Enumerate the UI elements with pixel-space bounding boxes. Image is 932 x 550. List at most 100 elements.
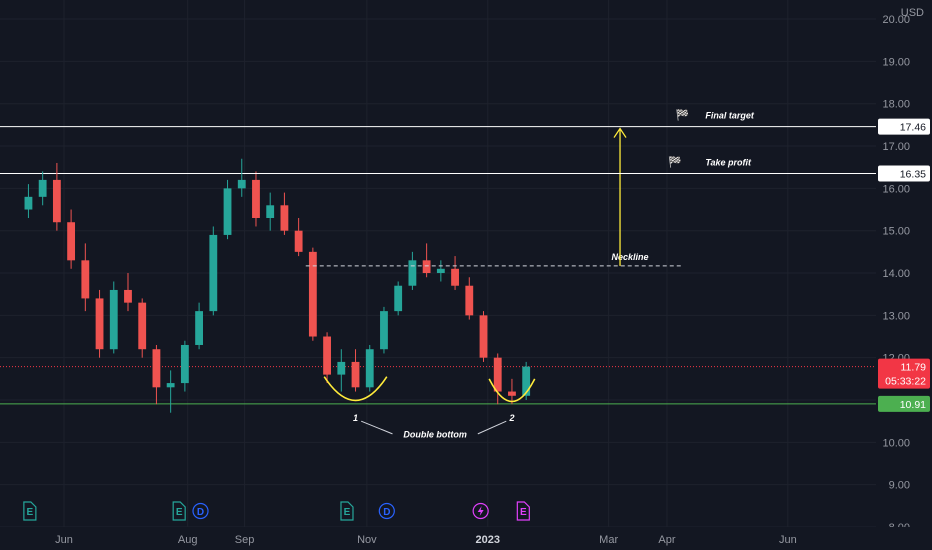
price-tick-label: 15.00 (882, 226, 910, 238)
candle-body (38, 179, 47, 197)
candle-body (479, 315, 488, 358)
time-axis-bg (0, 527, 932, 550)
horizontal-levels[interactable] (0, 126, 876, 405)
connector-line (361, 420, 393, 435)
candle-body (465, 285, 474, 316)
candle-body (280, 205, 289, 231)
price-tick-label: 19.00 (882, 56, 910, 68)
earnings-event-icon[interactable] (23, 501, 37, 521)
time-tick-label: Apr (658, 534, 675, 546)
candle-body (308, 251, 317, 337)
candle-body (266, 205, 275, 218)
earnings-event-icon[interactable] (516, 501, 530, 521)
double-bottom-label: Double bottom (403, 430, 467, 440)
finish-flag-icon: 🏁 (668, 156, 682, 169)
take-profit-label: Take profit (705, 158, 752, 168)
candle-body (351, 361, 360, 388)
price-tick-label: 9.00 (889, 480, 910, 492)
time-axis[interactable]: Jun Aug Sep Nov 2023 Mar Apr Jun (0, 527, 932, 550)
final-target-label: Final target (705, 111, 755, 121)
price-tick-label: 16.00 (882, 183, 910, 195)
candle-body (109, 289, 118, 350)
currency-label: USD (901, 7, 924, 19)
candle-body (67, 222, 76, 261)
dividend-event-letter: D (383, 507, 390, 518)
candle-body (124, 289, 132, 303)
time-tick-label: Sep (235, 534, 255, 546)
last-price-value: 11.79 (901, 362, 927, 374)
flash-icon (477, 506, 484, 516)
price-tick-label: 18.00 (882, 99, 910, 111)
take-profit-price-tag[interactable] (878, 165, 930, 182)
candle-body (223, 188, 232, 235)
time-tick-label: 2023 (476, 534, 500, 546)
arrow-head (613, 127, 627, 138)
time-tick-label: Jun (55, 534, 73, 546)
candle-body (24, 196, 33, 210)
candle-body (52, 179, 61, 223)
drawings[interactable]: Neckline 🏁 Final target 🏁 Take profit 1 2 Doubl… (244, 109, 876, 440)
candle-body (166, 383, 175, 388)
candle-body (152, 349, 161, 388)
time-tick-label: Aug (178, 534, 198, 546)
candle-body (380, 311, 388, 350)
price-tick-label: 10.00 (882, 437, 910, 449)
candle-body (365, 349, 374, 388)
candle-body (209, 234, 218, 312)
candles (24, 158, 531, 413)
candle-body (451, 268, 459, 286)
bottom-arc-1[interactable] (323, 376, 388, 402)
candle-body (508, 391, 516, 396)
countdown-value: 05:33:22 (885, 376, 926, 388)
candle-body (323, 336, 331, 375)
earnings-event-icon[interactable] (172, 501, 186, 521)
price-axis-bg (876, 0, 932, 550)
price-tick-label: 17.00 (882, 141, 910, 153)
connector-line (477, 420, 507, 435)
candle-body (95, 298, 104, 350)
neckline-label: Neckline (611, 252, 648, 262)
bottom-1-label: 1 (353, 413, 358, 423)
price-tick-label: 20.00 (882, 14, 910, 26)
candle-body (252, 179, 260, 218)
candle-body (81, 260, 90, 299)
candle-body (422, 260, 431, 274)
last-price-tag[interactable] (878, 358, 930, 389)
candle-body (337, 361, 346, 375)
grid (0, 0, 876, 528)
candle-body (408, 260, 417, 286)
candle-body (180, 344, 189, 384)
dividend-event-icon[interactable] (192, 502, 209, 520)
take-profit-price-tag-text: 16.35 (900, 169, 926, 181)
time-tick-label: Jun (779, 534, 797, 546)
candle-body (138, 302, 147, 350)
candle-body (237, 179, 246, 189)
dividend-event-icon[interactable] (378, 502, 395, 520)
candle-body (436, 268, 445, 274)
candle-body (493, 357, 502, 392)
earnings-event-letter: E (344, 507, 351, 518)
final-target-price-tag-text: 17.46 (900, 122, 926, 134)
dividend-event-letter: D (197, 507, 204, 518)
support-price-tag[interactable] (878, 395, 930, 412)
final-target-price-tag[interactable] (878, 118, 930, 135)
earnings-event-letter: E (176, 507, 183, 518)
candle-body (195, 311, 204, 345)
price-tick-label: 14.00 (882, 268, 910, 280)
bottom-arc-2[interactable] (488, 378, 536, 403)
bottom-2-label: 2 (508, 413, 514, 423)
time-tick-label: Nov (357, 534, 377, 546)
earnings-event-letter: E (27, 507, 34, 518)
finish-flag-icon: 🏁 (675, 109, 689, 122)
time-tick-label: Mar (599, 534, 618, 546)
candle-body (394, 285, 403, 312)
candle-body (522, 366, 531, 396)
earnings-event-letter: E (520, 507, 527, 518)
support-price-tag-text: 10.91 (900, 399, 926, 411)
earnings-event-icon[interactable] (340, 501, 354, 521)
price-tick-label: 13.00 (882, 310, 910, 322)
